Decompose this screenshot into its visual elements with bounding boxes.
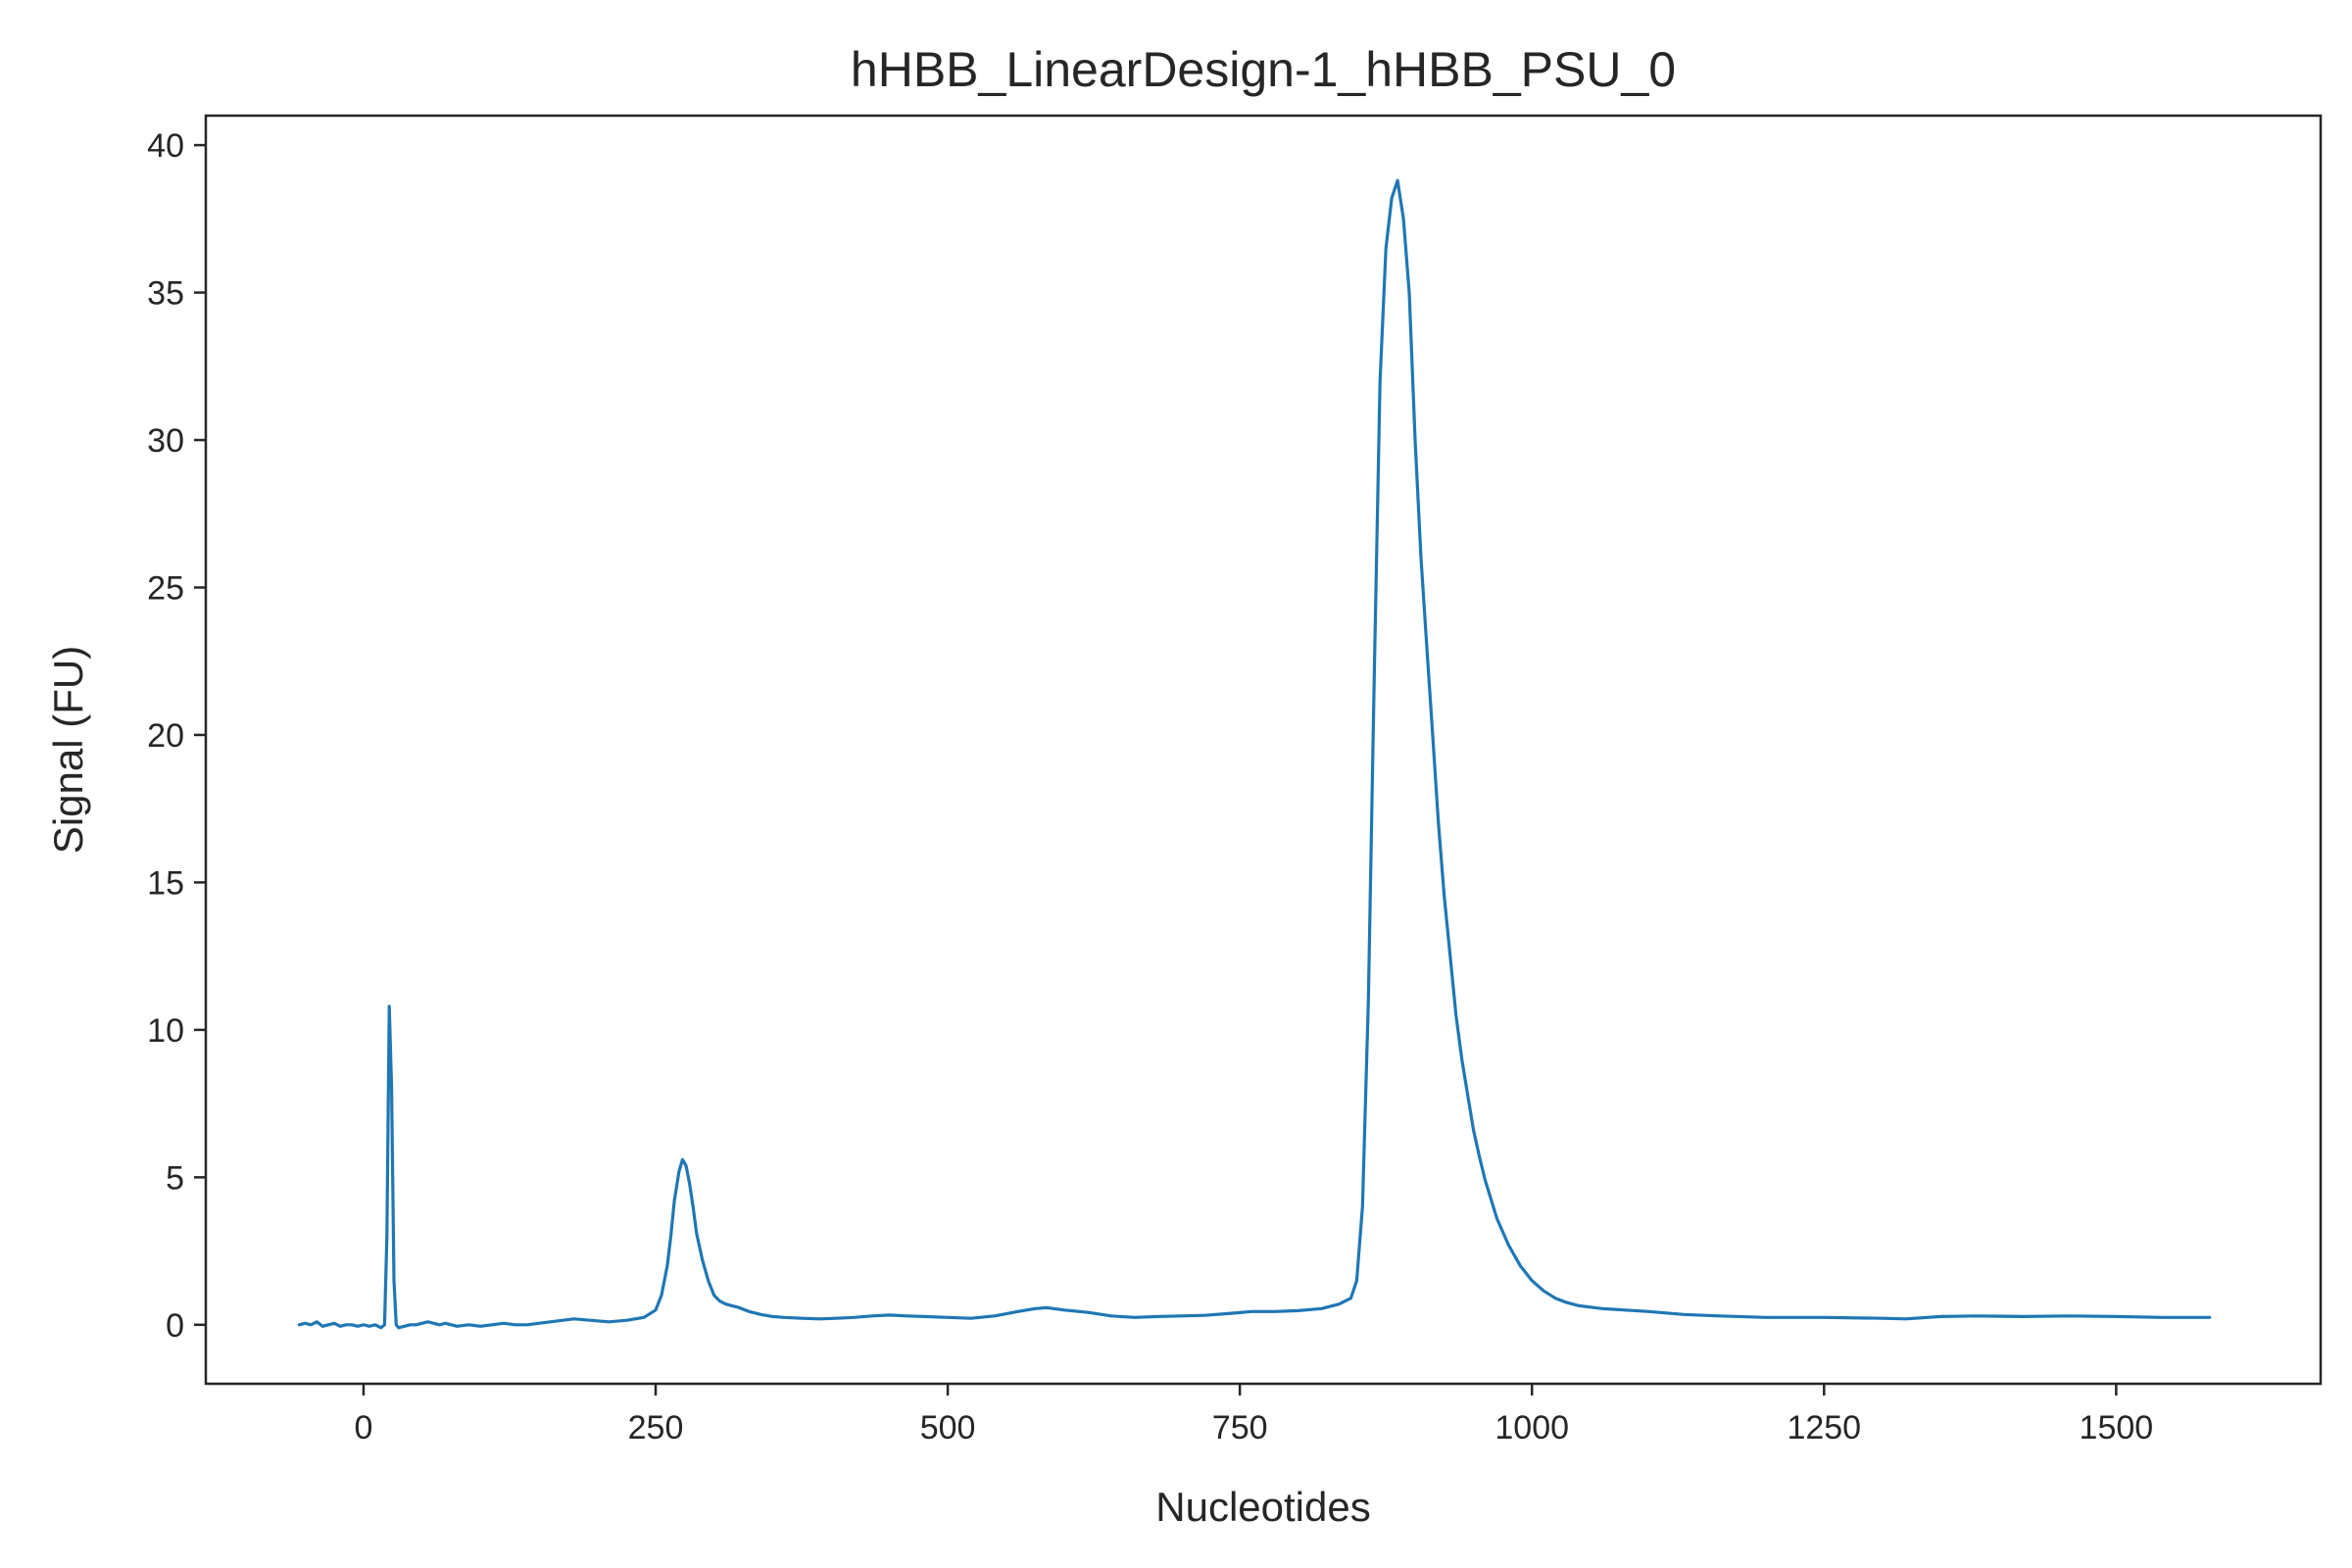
axes-frame: [204, 114, 2323, 1386]
y-tick-label: 15: [147, 864, 184, 902]
y-tick-label: 35: [147, 275, 184, 313]
chart-title: hHBB_LinearDesign-1_hHBB_PSU_0: [851, 42, 1676, 97]
x-axis-ticks: 0 250 500 750 1000 1250 1500: [354, 1384, 2153, 1446]
x-tick-label: 250: [628, 1409, 684, 1446]
y-tick-label: 40: [147, 127, 184, 165]
x-tick-label: 0: [354, 1409, 372, 1446]
y-tick-label: 25: [147, 569, 184, 607]
x-tick-label: 1500: [2080, 1409, 2154, 1446]
y-axis-label: Signal (FU): [45, 646, 91, 854]
y-tick-label: 20: [147, 717, 184, 755]
x-tick-label: 750: [1212, 1409, 1268, 1446]
series-line-0: [297, 178, 2212, 1330]
y-tick-label: 30: [147, 422, 184, 460]
x-tick-label: 1000: [1494, 1409, 1569, 1446]
x-tick-label: 1250: [1787, 1409, 1861, 1446]
y-tick-label: 5: [166, 1159, 184, 1197]
x-tick-label: 500: [920, 1409, 976, 1446]
y-tick-label: 10: [147, 1012, 184, 1050]
x-axis-label: Nucleotides: [1155, 1484, 1370, 1530]
y-tick-label: 0: [166, 1307, 184, 1345]
plot-area: [204, 114, 2323, 1386]
y-axis-ticks: 0 5 10 15 20 25 30 35 40: [147, 127, 206, 1345]
